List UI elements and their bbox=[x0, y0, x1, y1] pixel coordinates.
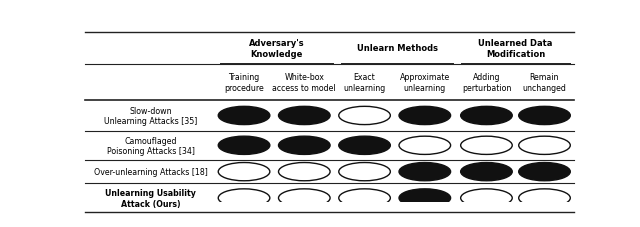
Text: Exact
unlearning: Exact unlearning bbox=[344, 73, 386, 92]
Circle shape bbox=[339, 137, 390, 155]
Circle shape bbox=[278, 107, 330, 125]
Circle shape bbox=[278, 137, 330, 155]
Text: Unlearn Methods: Unlearn Methods bbox=[356, 44, 438, 53]
Text: Adversary's
Knowledge: Adversary's Knowledge bbox=[249, 39, 305, 58]
Circle shape bbox=[399, 189, 451, 207]
Text: Camouflaged
Poisoning Attacks [34]: Camouflaged Poisoning Attacks [34] bbox=[107, 136, 195, 155]
Circle shape bbox=[218, 107, 270, 125]
Circle shape bbox=[518, 107, 570, 125]
Circle shape bbox=[461, 163, 512, 181]
Circle shape bbox=[218, 137, 270, 155]
Circle shape bbox=[399, 107, 451, 125]
Text: Remain
unchanged: Remain unchanged bbox=[522, 73, 566, 92]
Text: Over-unlearning Attacks [18]: Over-unlearning Attacks [18] bbox=[94, 167, 207, 176]
Text: Unlearned Data
Modification: Unlearned Data Modification bbox=[478, 39, 553, 58]
Circle shape bbox=[399, 163, 451, 181]
Circle shape bbox=[518, 163, 570, 181]
Text: Unlearning Usability
Attack (Ours): Unlearning Usability Attack (Ours) bbox=[105, 188, 196, 208]
Text: Adding
perturbation: Adding perturbation bbox=[462, 73, 511, 92]
Text: Training
procedure: Training procedure bbox=[224, 73, 264, 92]
Circle shape bbox=[461, 107, 512, 125]
Text: Approximate
unlearning: Approximate unlearning bbox=[400, 73, 450, 92]
Text: Slow-down
Unlearning Attacks [35]: Slow-down Unlearning Attacks [35] bbox=[104, 106, 197, 126]
Text: White-box
access to model: White-box access to model bbox=[273, 73, 336, 92]
